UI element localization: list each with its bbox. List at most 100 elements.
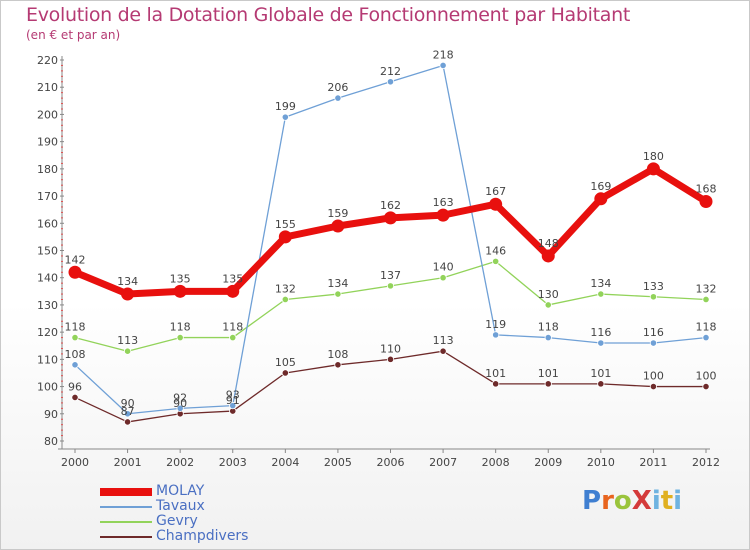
- data-point-tavaux: [334, 94, 342, 102]
- legend-swatch: [100, 488, 152, 496]
- data-label-tavaux: 119: [485, 318, 506, 331]
- data-label-gevry: 118: [170, 321, 191, 334]
- data-label-champdivers: 91: [226, 394, 240, 407]
- data-label-tavaux: 116: [590, 326, 611, 339]
- data-point-gevry: [439, 274, 447, 282]
- x-tick-label: 2001: [114, 456, 142, 469]
- data-point-tavaux: [386, 78, 395, 86]
- data-point-molay: [646, 162, 660, 176]
- data-point-molay: [384, 211, 397, 225]
- y-tick-label: 110: [37, 353, 58, 366]
- x-tick-label: 2004: [271, 456, 299, 469]
- data-label-tavaux: 118: [696, 321, 717, 334]
- data-point-gevry: [492, 257, 500, 265]
- data-label-gevry: 134: [327, 277, 348, 290]
- data-point-champdivers: [439, 347, 447, 355]
- data-label-tavaux: 118: [538, 321, 559, 334]
- data-label-molay: 135: [170, 272, 191, 285]
- data-point-gevry: [649, 293, 658, 301]
- x-tick-label: 2002: [166, 456, 194, 469]
- data-point-molay: [331, 219, 345, 233]
- data-point-champdivers: [281, 369, 289, 377]
- data-label-champdivers: 101: [590, 367, 611, 380]
- y-tick-label: 220: [37, 54, 58, 67]
- data-point-gevry: [386, 282, 395, 290]
- data-label-molay: 167: [485, 185, 506, 198]
- y-tick-label: 210: [37, 81, 58, 94]
- data-point-molay: [541, 249, 555, 263]
- chart-subtitle: (en € et par an): [26, 28, 121, 42]
- data-label-molay: 135: [222, 272, 243, 285]
- data-label-gevry: 140: [433, 261, 454, 274]
- data-point-tavaux: [702, 333, 710, 342]
- y-tick-label: 120: [37, 326, 58, 339]
- data-point-gevry: [229, 333, 237, 342]
- data-label-tavaux: 199: [275, 100, 296, 113]
- data-point-champdivers: [597, 380, 605, 388]
- data-point-molay: [594, 192, 608, 206]
- data-label-molay: 180: [643, 150, 664, 163]
- data-point-tavaux: [176, 404, 184, 412]
- data-label-tavaux: 90: [121, 397, 135, 410]
- data-label-gevry: 118: [222, 321, 243, 334]
- data-point-gevry: [702, 295, 710, 304]
- data-point-champdivers: [123, 418, 132, 426]
- legend-swatch: [100, 521, 152, 523]
- data-point-molay: [436, 208, 450, 222]
- data-label-gevry: 130: [538, 288, 559, 301]
- y-tick-label: 90: [44, 408, 58, 421]
- x-tick-label: 2009: [534, 456, 562, 469]
- y-tick-label: 170: [37, 190, 58, 203]
- data-point-gevry: [334, 290, 342, 298]
- data-label-gevry: 133: [643, 280, 664, 293]
- y-tick-label: 150: [37, 245, 58, 258]
- x-tick-label: 2003: [219, 456, 247, 469]
- data-point-champdivers: [334, 361, 342, 369]
- data-label-champdivers: 108: [327, 348, 348, 361]
- data-label-molay: 134: [117, 275, 138, 288]
- y-tick-label: 130: [37, 299, 58, 312]
- y-tick-label: 80: [44, 435, 58, 448]
- legend-label: Champdivers: [156, 528, 249, 544]
- data-point-molay: [68, 265, 82, 279]
- data-label-champdivers: 100: [643, 370, 664, 383]
- data-point-molay: [699, 195, 713, 209]
- y-tick-label: 180: [37, 163, 58, 176]
- data-label-gevry: 134: [590, 277, 611, 290]
- legend-swatch: [100, 536, 152, 538]
- data-point-molay: [226, 284, 240, 298]
- legend-item-molay: MOLAY: [100, 483, 320, 500]
- data-label-champdivers: 101: [538, 367, 559, 380]
- x-tick-label: 2005: [324, 456, 352, 469]
- x-tick-label: 2010: [587, 456, 615, 469]
- data-label-gevry: 113: [117, 334, 138, 347]
- data-label-molay: 159: [327, 207, 348, 220]
- data-point-gevry: [281, 295, 289, 304]
- data-label-tavaux: 93: [226, 389, 240, 402]
- data-point-tavaux: [229, 402, 237, 410]
- legend-label: MOLAY: [156, 483, 205, 499]
- legend-item-tavaux: Tavaux: [100, 498, 320, 515]
- data-label-champdivers: 113: [433, 334, 454, 347]
- y-tick-label: 140: [37, 272, 58, 285]
- data-label-champdivers: 87: [121, 405, 135, 418]
- data-point-gevry: [597, 290, 605, 298]
- data-label-molay: 169: [590, 180, 611, 193]
- legend-item-gevry: Gevry: [100, 513, 320, 530]
- legend-label: Gevry: [156, 513, 198, 529]
- data-point-gevry: [123, 347, 132, 355]
- x-tick-label: 2000: [61, 456, 89, 469]
- data-label-molay: 162: [380, 199, 401, 212]
- data-point-champdivers: [649, 382, 658, 391]
- proxiti-logo: ProXiti: [582, 486, 683, 516]
- data-point-molay: [173, 284, 187, 298]
- data-point-tavaux: [597, 339, 605, 347]
- data-point-tavaux: [492, 331, 500, 339]
- data-point-molay: [278, 230, 292, 244]
- data-point-champdivers: [386, 355, 395, 363]
- data-point-tavaux: [439, 61, 447, 70]
- data-point-champdivers: [544, 380, 552, 388]
- data-label-champdivers: 96: [68, 380, 82, 393]
